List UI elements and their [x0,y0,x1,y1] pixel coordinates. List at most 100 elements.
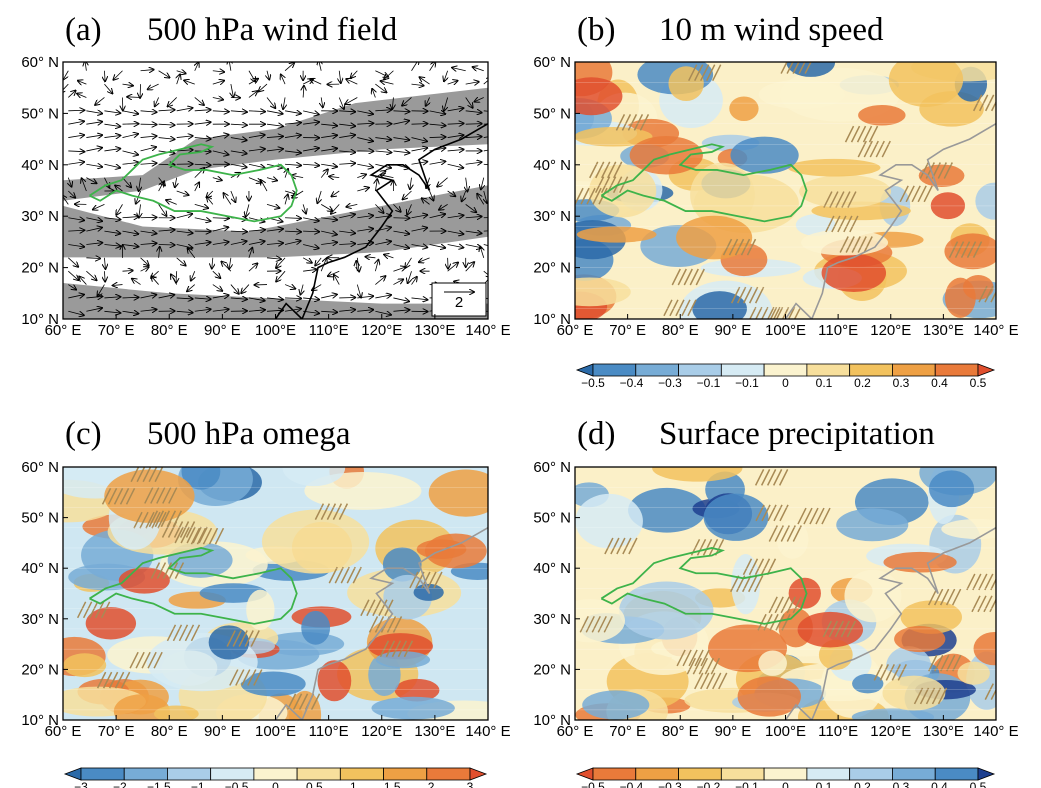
hatch [835,191,845,208]
wind-vector [321,231,337,234]
wind-vector [194,122,211,124]
colorbar-swatch [339,767,384,781]
colorbar-swatch [763,363,808,377]
colorbar-swatch [892,363,936,377]
hatch [911,185,921,203]
wind-vector [212,218,229,219]
hatch [125,487,136,505]
wind-vector [230,138,247,141]
colorbar-label: 0 [782,376,789,390]
x-tick-label: 80° E [151,723,188,740]
hatch [897,664,907,681]
wind-vector [339,163,355,164]
hatch [730,286,741,304]
field-patch [962,275,994,300]
wind-vector [148,83,159,89]
x-tick-label: 110°E [309,322,349,339]
wind-vector [195,62,199,71]
colorbar-end [469,767,488,781]
hatch [754,469,765,486]
hatch [925,687,936,705]
hatch [196,527,207,545]
wind-vector [357,257,359,272]
wind-vector [158,244,175,245]
colorbar-label: −0.4 [620,376,644,390]
wind-vector [248,70,255,82]
colorbar-swatch [635,767,679,781]
wind-vector [68,91,75,98]
wind-vector [68,110,84,111]
colorbar-label: −0.5 [225,780,249,788]
colorbar-label: −2 [113,780,127,788]
y-tick-label: 10° N [533,311,571,328]
hatch [594,176,605,194]
hatch [972,94,983,112]
wind-vector [366,257,376,258]
x-tick-label: 100°E [765,322,806,339]
wind-vector [68,244,84,246]
y-tick-label: 20° N [533,661,571,678]
hatch [595,161,605,179]
hatch [736,286,747,304]
wind-vector [122,311,139,313]
hatch [879,664,889,681]
x-tick-label: 80° E [151,322,188,339]
hatch [923,185,933,203]
hatch [392,616,403,633]
hatch [792,525,802,542]
wind-vector [230,241,247,244]
wind-vector [447,108,464,111]
y-tick-label: 30° N [533,208,571,225]
wind-vector [177,74,180,85]
hatch [786,62,794,74]
wind-vector [321,294,337,297]
wind-vector [249,248,252,258]
hatch [933,588,944,606]
hatch [677,268,687,286]
field-patch [729,96,759,122]
wind-vector [339,70,341,83]
wind-vector [132,279,141,285]
hatch [136,467,146,483]
hatch [984,573,994,591]
wind-vector [375,260,378,272]
reference-label: 2 [455,294,463,311]
hatch [76,601,87,619]
x-tick-label: 100°E [255,322,296,339]
wind-vector [339,310,355,312]
wind-vector [86,148,102,151]
hatch [688,64,698,82]
field-patch [730,136,799,174]
wind-vector [168,97,177,106]
hatch [147,651,157,669]
panel: (c) 500 hPa omega 60° E 70° E 80° E 90° E 100°… [21,416,510,788]
hatch [688,649,698,667]
y-tick-label: 40° N [21,560,59,577]
hatch [700,649,710,667]
x-tick-label: 100°E [765,723,806,740]
wind-vector [321,148,337,150]
wind-vector [393,204,400,211]
hatch [748,286,759,304]
wind-vector [86,164,102,167]
field-patch [246,589,275,631]
colorbar-end [977,363,996,377]
wind-vector [122,177,132,188]
wind-vector [82,178,87,192]
hatch [675,299,685,317]
hatch [891,664,901,681]
hatch [706,672,716,690]
hatch [172,624,183,642]
hatch [208,527,219,545]
field-patch [652,467,743,482]
field-patch [288,690,322,720]
wind-vector [303,164,319,165]
wind-vector [212,178,222,181]
wind-vector [194,218,211,221]
hatch [166,510,177,528]
wind-vector [140,147,157,152]
field-patch [575,127,653,147]
hatch [774,525,784,542]
x-tick-label: 130°E [923,322,964,339]
hatch [755,306,763,319]
